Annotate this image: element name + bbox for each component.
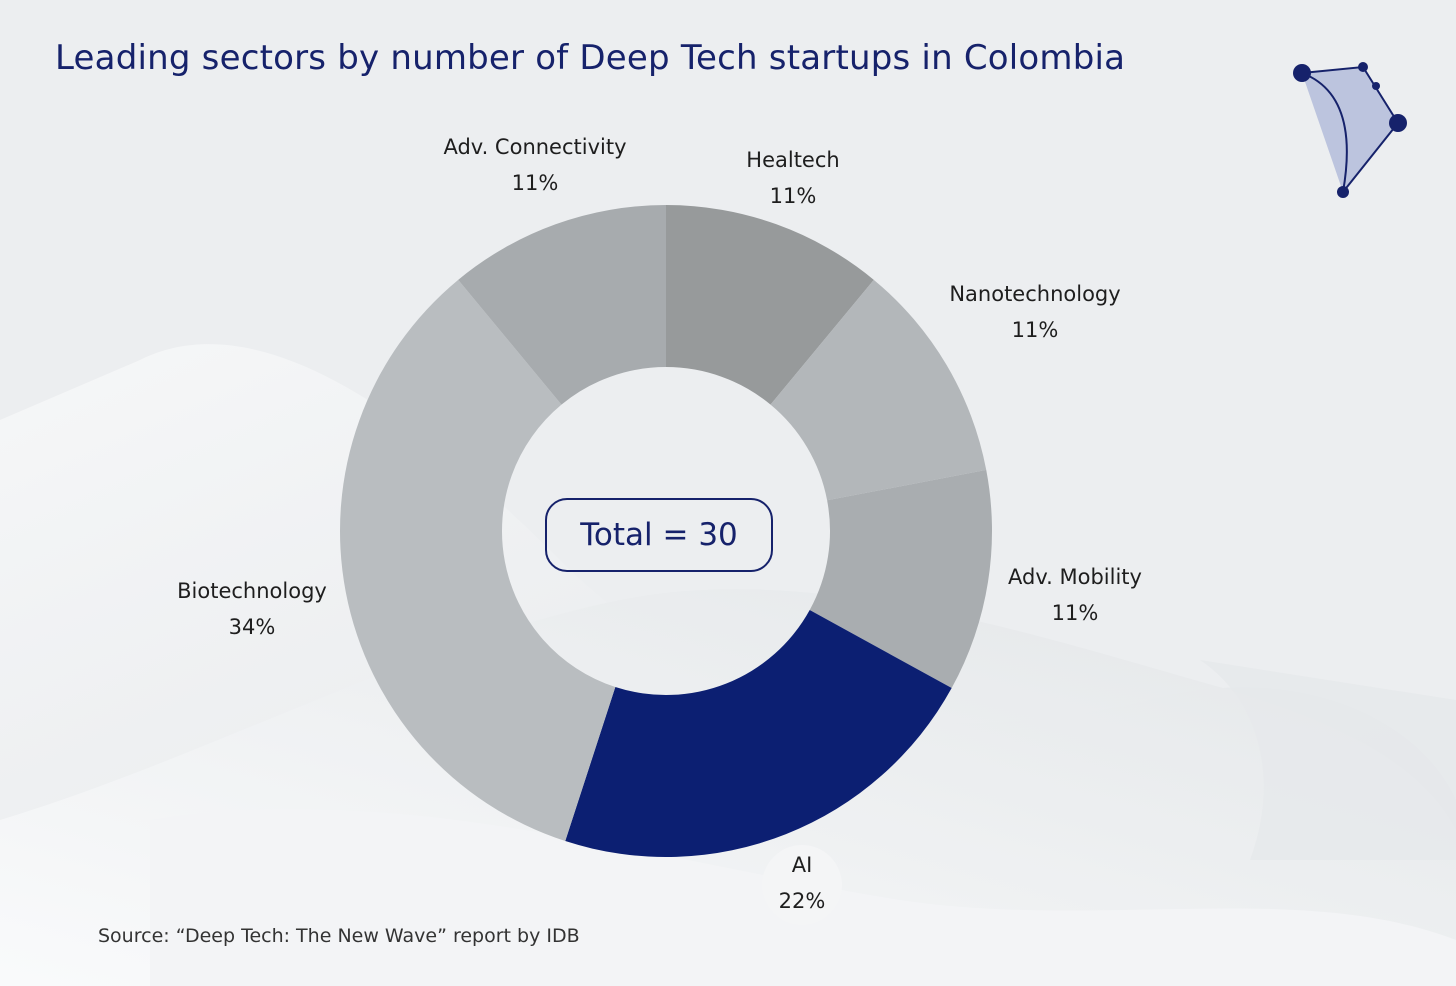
slice-label-value: 11% [1011,318,1059,342]
source-note: Source: “Deep Tech: The New Wave” report… [98,925,580,947]
slice-label-biotechnology: Biotechnology 34% [162,573,342,645]
slice-label-healtech: Healtech 11% [733,142,853,214]
slice-healtech [666,205,874,405]
slice-label-value: 34% [228,615,276,639]
slice-label-ai: AI 22% [762,845,842,925]
slice-biotechnology [339,279,616,842]
slice-label-name: Nanotechnology [949,282,1121,306]
chart-title: Leading sectors by number of Deep Tech s… [55,38,1126,78]
slice-adv-connectivity [458,205,666,405]
total-badge: Total = 30 [545,498,773,572]
slice-nanotechnology [770,279,987,501]
slice-label-adv-mobility: Adv. Mobility 11% [995,559,1155,631]
slice-label-nanotechnology: Nanotechnology 11% [935,276,1135,348]
slice-label-name: Adv. Connectivity [443,135,627,159]
slice-label-value: 22% [778,889,826,913]
slice-label-value: 11% [769,184,817,208]
slice-label-name: Healtech [746,148,840,172]
slice-label-name: Biotechnology [177,579,327,603]
slice-label-name: Adv. Mobility [1008,565,1142,589]
slice-ai [565,610,952,857]
network-constellation-icon [1293,62,1407,198]
slice-label-adv-connectivity: Adv. Connectivity 11% [425,129,645,201]
slice-label-name: AI [791,853,813,877]
slice-label-value: 11% [511,171,559,195]
slice-adv-mobility [809,469,993,689]
slice-label-value: 11% [1051,601,1099,625]
